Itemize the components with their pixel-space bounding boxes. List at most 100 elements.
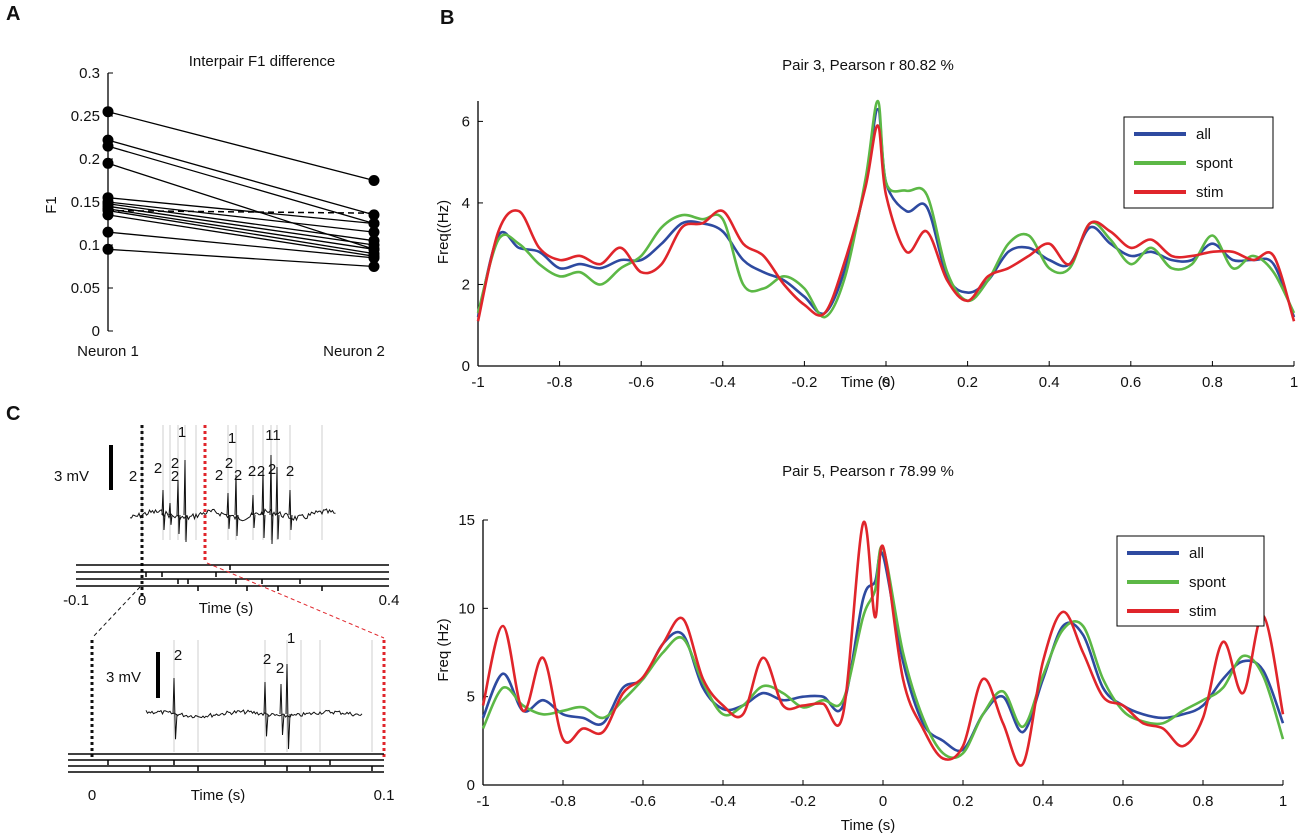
panel-b-bottom-xtick-label: 0.8	[1193, 793, 1214, 810]
panel-b-top-xtick-label: 1	[1290, 374, 1298, 391]
panel-c-bottom-tick-01: 0.1	[374, 787, 395, 804]
panel-b-bottom-ytick-label: 0	[467, 777, 475, 794]
panel-a-pair-line	[107, 205, 375, 246]
panel-b-bottom-title: Pair 5, Pearson r 78.99 %	[782, 463, 954, 480]
panel-c-top-tick-04: 0.4	[379, 592, 400, 609]
panel-a-point-neuron1	[102, 106, 114, 118]
panel-c-top-xlabel: Time (s)	[199, 600, 253, 617]
panel-a-point-neuron1	[102, 243, 114, 255]
panel-a-x-label-neuron1: Neuron 1	[77, 343, 139, 360]
panel-b-top-legend-label-spont: spont	[1196, 155, 1234, 172]
panel-b-top-legend-label-stim: stim	[1196, 184, 1224, 201]
panel-c-top-spike-label: 2	[268, 461, 276, 478]
panel-a-chart: Interpair F1 difference F1 0 0.05 0.1 0.15 0…	[43, 53, 385, 360]
panel-c-top-spike-label: 2	[171, 468, 179, 485]
panel-b-bottom-ytick-label: 10	[458, 600, 475, 617]
panel-c-top-trace	[129, 454, 336, 545]
panel-b-top-title: Pair 3, Pearson r 80.82 %	[782, 57, 954, 74]
panel-c-top-spike-label: 2	[215, 467, 223, 484]
panel-b-bottom-xtick-label: 0.4	[1033, 793, 1054, 810]
panel-c-bottom-tick-0: 0	[88, 787, 96, 804]
panel-b-bottom-xtick-label: 0.6	[1113, 793, 1134, 810]
panel-b-top-xtick-label: 0	[882, 374, 890, 391]
panel-c-bottom-spike-label: 1	[287, 630, 295, 647]
panel-b-top-xtick-label: -0.4	[710, 374, 736, 391]
panel-a-point-neuron1	[102, 157, 114, 169]
panel-c-top-spike-label: 2	[129, 468, 137, 485]
panel-b-top-legend: all spont stim	[1123, 116, 1274, 209]
panel-c-top-tick-0: 0	[138, 592, 146, 609]
panel-b-bottom-xtick-label: 1	[1279, 793, 1287, 810]
panel-a-ytick-label: 0	[92, 323, 100, 340]
panel-c-top-spike-label: 2	[286, 463, 294, 480]
panel-a-pair-line	[107, 145, 375, 225]
panel-b-top-xtick-label: -0.8	[547, 374, 573, 391]
panel-a-pair-line	[107, 231, 375, 259]
panel-b-top-legend-label-all: all	[1196, 126, 1211, 143]
panel-c-bottom-trace	[145, 663, 363, 750]
panel-b-bottom-xtick-label: -0.8	[550, 793, 576, 810]
panel-b-top-ytick-label: 0	[462, 358, 470, 375]
panel-c-top-spike-label: 2	[154, 460, 162, 477]
panel-a-ytick-label: 0.2	[79, 151, 100, 168]
panel-b-top-ylabel: Freq((Hz)	[435, 200, 452, 264]
panel-a-point-neuron1	[102, 209, 114, 221]
panel-c-top-spike-label: 2	[248, 463, 256, 480]
panel-b-top-xtick-label: 0.2	[957, 374, 978, 391]
panel-b-top-ytick-label: 2	[462, 276, 470, 293]
panel-a-point-neuron1	[102, 140, 114, 152]
panel-b-bottom-legend-label-stim: stim	[1189, 603, 1217, 620]
panel-a-ytick-label: 0.05	[71, 280, 100, 297]
panel-a-point-neuron1	[102, 226, 114, 238]
panel-c-top-spike-label: 1	[178, 424, 186, 441]
panel-c-top-spike-label: 11	[265, 427, 281, 444]
panel-a-pair-line	[107, 214, 375, 257]
panel-b-bottom-xlabel: Time (s)	[841, 817, 895, 834]
panel-b-bottom-legend-label-all: all	[1189, 545, 1204, 562]
panel-a-pair-line	[107, 203, 375, 242]
panel-a-pair-line	[107, 209, 375, 255]
panel-c-bottom-spike-label: 2	[174, 647, 182, 664]
panel-a-mean-line	[107, 209, 375, 214]
panel-a-ytick-label: 0.25	[71, 108, 100, 125]
panel-c-top-scalebar-label: 3 mV	[54, 468, 89, 485]
panel-b-bottom-xtick-label: -1	[476, 793, 489, 810]
panel-b-top-series-stim	[476, 124, 1296, 322]
panel-letter-a: A	[6, 3, 20, 25]
panel-a-point-neuron2	[368, 226, 380, 238]
panel-a-point-neuron2	[368, 209, 380, 221]
panel-c-zoom-line-left	[91, 586, 141, 639]
panel-c-bottom-spike-label: 2	[276, 660, 284, 677]
panel-b-top-chart: Pair 3, Pearson r 80.82 % Freq((Hz) Time…	[435, 57, 1298, 391]
panel-c-top-spike-label: 1	[228, 430, 236, 447]
panel-c-top-tick-neg01: -0.1	[63, 592, 89, 609]
panel-b-top-ytick-label: 6	[462, 113, 470, 130]
panel-c-bottom-spike-label: 2	[263, 651, 271, 668]
panel-b-top-xlabel: Time (s)	[841, 374, 895, 391]
panel-a-pair-line	[107, 111, 375, 182]
panel-a-point-neuron2	[368, 252, 380, 264]
panel-b-bottom-xtick-label: 0	[879, 793, 887, 810]
panel-c-top-spike-label: 2	[225, 455, 233, 472]
panel-a-title: Interpair F1 difference	[189, 53, 335, 70]
panel-b-bottom-xtick-label: 0.2	[953, 793, 974, 810]
panel-b-bottom-ytick-label: 5	[467, 689, 475, 706]
panel-b-bottom-ytick-label: 15	[458, 512, 475, 529]
panel-c-bottom-scalebar-label: 3 mV	[106, 669, 141, 686]
panel-b-bottom-xtick-label: -0.4	[710, 793, 736, 810]
panel-a-ytick-label: 0.1	[79, 237, 100, 254]
panel-letter-b: B	[440, 7, 454, 29]
panel-a-ylabel: F1	[43, 196, 60, 214]
panel-a-pair-line	[107, 197, 375, 225]
panel-c-top-spike-label: 2	[257, 463, 265, 480]
panel-b-top-xtick-label: -0.2	[791, 374, 817, 391]
panel-b-top-series-spont	[476, 99, 1296, 319]
panel-b-top-xtick-label: -1	[471, 374, 484, 391]
panel-a-pair-line	[107, 248, 375, 268]
panel-a-point-neuron2	[368, 175, 380, 186]
panel-a-pair-line	[107, 201, 375, 233]
panel-a-ytick-label: 0.3	[79, 65, 100, 82]
panel-a-pair-line	[107, 208, 375, 250]
panel-b-bottom-legend: all spont stim	[1116, 535, 1265, 627]
